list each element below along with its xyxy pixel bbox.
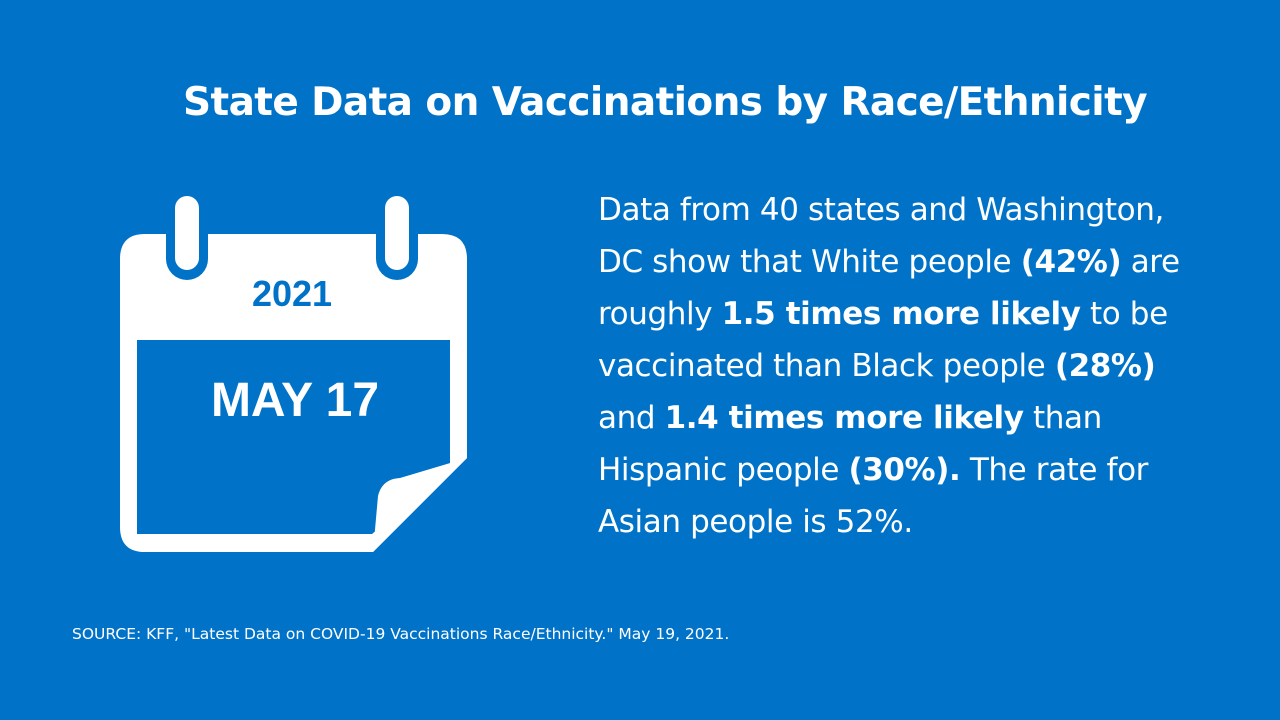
calendar-year: 2021 bbox=[251, 273, 333, 314]
calendar-icon bbox=[120, 196, 467, 552]
text-segment: Data from 40 states and Washington, DC s… bbox=[598, 192, 1164, 280]
page-title: State Data on Vaccinations by Race/Ethni… bbox=[183, 80, 1148, 125]
text-segment: and bbox=[598, 400, 665, 436]
summary-text: Data from 40 states and Washington, DC s… bbox=[598, 184, 1198, 548]
text-segment: The rate for Asian people is 52%. bbox=[598, 452, 1148, 540]
hispanic-rate: (30%). bbox=[848, 452, 961, 488]
calendar-date: MAY 17 bbox=[210, 374, 380, 427]
black-rate: (28%) bbox=[1054, 348, 1156, 384]
text-segment: are roughly bbox=[598, 244, 1180, 332]
white-hispanic-ratio: 1.4 times more likely bbox=[664, 400, 1024, 436]
text-segment: to be vaccinated than Black people bbox=[598, 296, 1168, 384]
white-rate: (42%) bbox=[1020, 244, 1122, 280]
white-black-ratio: 1.5 times more likely bbox=[721, 296, 1081, 332]
text-segment: than Hispanic people bbox=[598, 400, 1102, 488]
source-citation: SOURCE: KFF, "Latest Data on COVID-19 Va… bbox=[72, 625, 730, 643]
calendar-graphic: 2021 MAY 17 bbox=[120, 196, 470, 552]
